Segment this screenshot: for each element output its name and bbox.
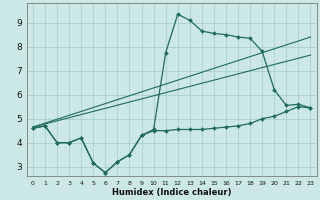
X-axis label: Humidex (Indice chaleur): Humidex (Indice chaleur) bbox=[112, 188, 231, 197]
